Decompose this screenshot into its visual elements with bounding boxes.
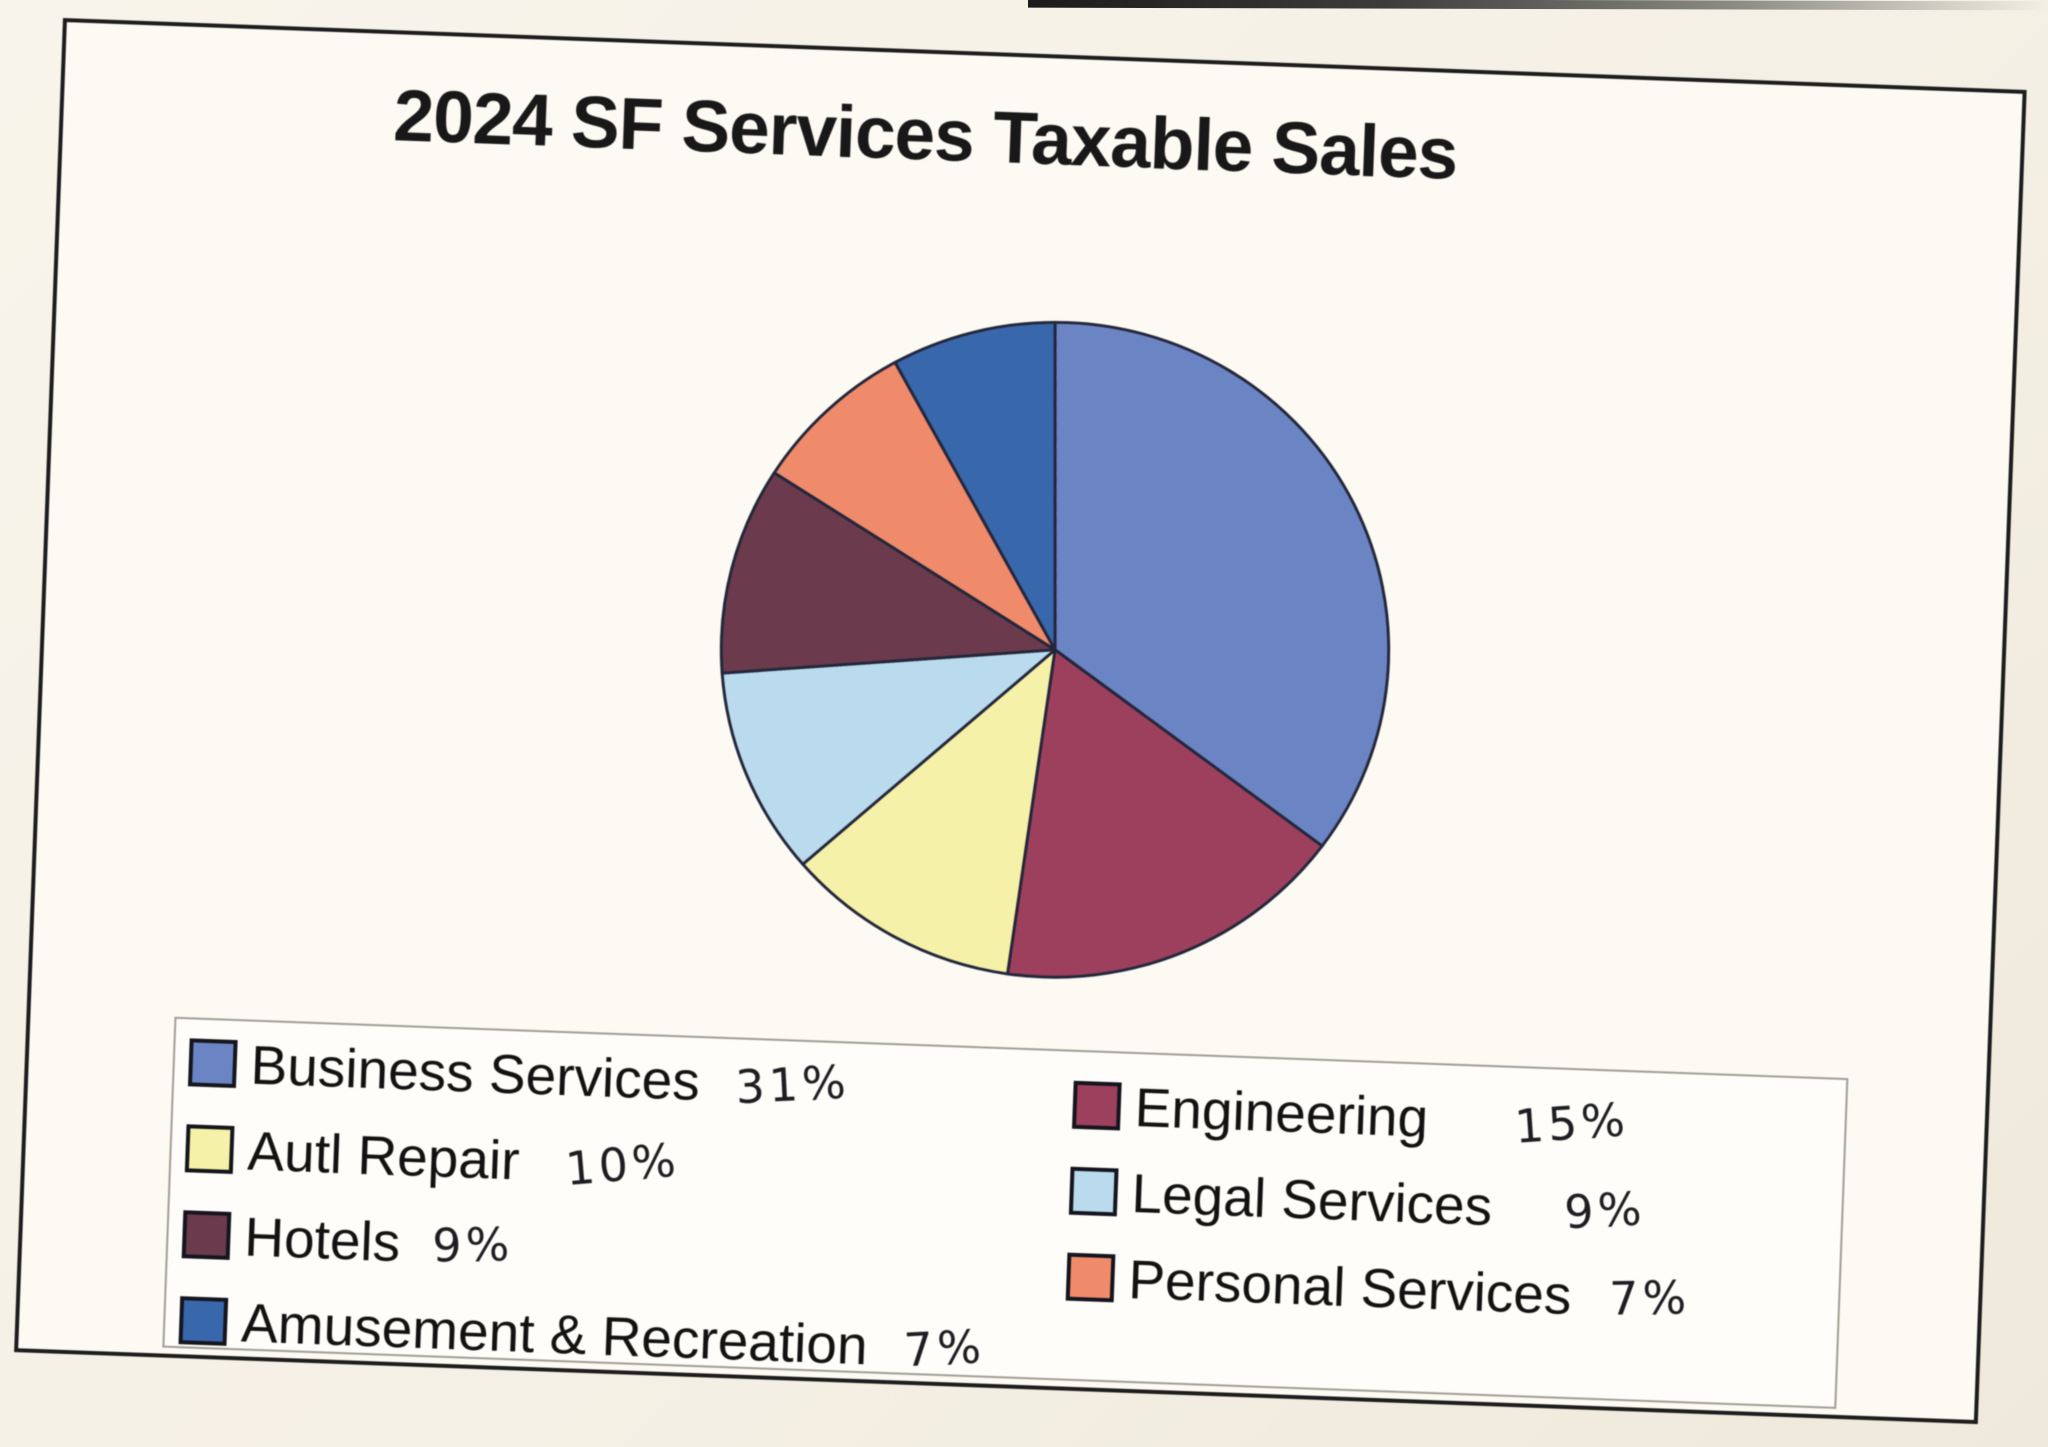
legend-label-business-services: Business Services <box>249 1033 701 1113</box>
pie-slice-hotels <box>719 471 1057 675</box>
legend-label-legal-services: Legal Services <box>1130 1161 1494 1238</box>
pie-slice-amusement-recreation <box>893 320 1057 652</box>
legend-percent-handwritten-hotels: 9% <box>431 1217 514 1273</box>
pie-chart-svg <box>719 320 1391 979</box>
legend-label-autl-repair: Autl Repair <box>246 1119 521 1192</box>
legend: Business Services 31% Engineering 15% Autl R… <box>162 1016 1849 1409</box>
legend-label-hotels: Hotels <box>243 1205 402 1274</box>
pie-slice-engineering <box>1006 648 1324 979</box>
chart-frame: 2024 SF Services Taxable Sales Business … <box>14 18 2027 1425</box>
legend-swatch-personal-services <box>1065 1252 1116 1303</box>
legend-item-business-services: Business Services 31% <box>187 1030 1075 1126</box>
legend-label-amusement-recreation: Amusement & Recreation <box>240 1291 869 1377</box>
legend-item-legal-services: Legal Services 9% <box>1068 1159 1829 1251</box>
pie-slice-business-services <box>1053 320 1391 848</box>
legend-percent-handwritten-autl-repair: 10% <box>563 1132 682 1197</box>
legend-percent-handwritten-legal-services: 9% <box>1562 1181 1647 1240</box>
pie-slice-personal-services <box>772 360 1057 652</box>
pie-chart <box>710 311 1401 989</box>
legend-percent-handwritten-business-services: 31% <box>734 1054 852 1115</box>
legend-label-engineering: Engineering <box>1133 1076 1430 1149</box>
legend-swatch-business-services <box>187 1038 238 1089</box>
legend-item-hotels: Hotels 9% <box>181 1202 1068 1298</box>
legend-percent-handwritten-personal-services: 7% <box>1608 1270 1691 1326</box>
legend-item-engineering: Engineering 15% <box>1071 1073 1832 1165</box>
legend-label-personal-services: Personal Services <box>1127 1247 1573 1327</box>
legend-swatch-legal-services <box>1068 1166 1119 1217</box>
legend-percent-handwritten-engineering: 15% <box>1512 1092 1631 1154</box>
legend-item-personal-services: Personal Services 7% <box>1065 1245 1825 1337</box>
legend-swatch-engineering <box>1071 1080 1122 1131</box>
pie-slice-legal-services <box>720 648 1057 866</box>
legend-swatch-hotels <box>181 1210 232 1260</box>
legend-percent-handwritten-amusement-recreation: 7% <box>902 1319 986 1378</box>
legend-item-autl-repair: Autl Repair 10% <box>184 1116 1071 1212</box>
pie-slice-autl-repair <box>801 648 1057 976</box>
legend-swatch-amusement-recreation <box>178 1296 229 1346</box>
chart-title: 2024 SF Services Taxable Sales <box>392 75 1459 196</box>
page-edge-artifact <box>1027 0 2048 11</box>
legend-swatch-autl-repair <box>184 1124 235 1174</box>
